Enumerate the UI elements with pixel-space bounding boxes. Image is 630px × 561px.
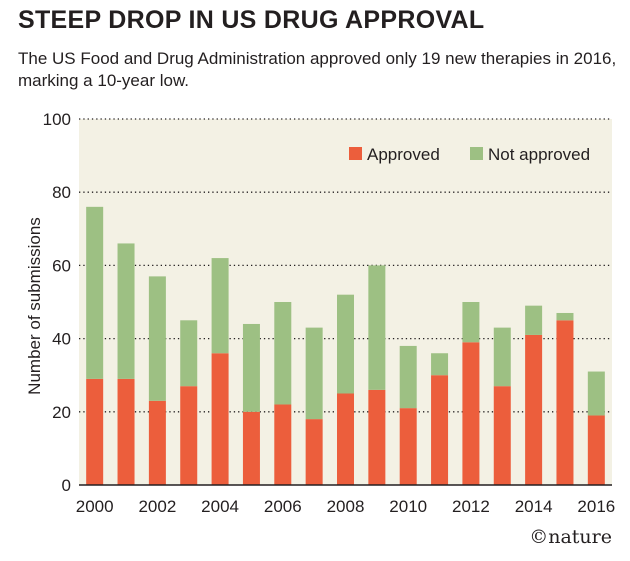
- nature-credit: ©nature: [529, 526, 612, 548]
- bar-approved: [462, 342, 480, 485]
- bar-not-approved: [274, 302, 292, 405]
- bar-approved: [399, 408, 417, 485]
- x-tick-label: 2010: [389, 497, 427, 516]
- x-tick-label: 2008: [327, 497, 365, 516]
- bar-not-approved: [556, 312, 574, 321]
- chart-subtitle: The US Food and Drug Administration appr…: [18, 49, 617, 90]
- x-tick-label: 2006: [264, 497, 302, 516]
- bar-approved: [242, 411, 260, 485]
- x-tick-label: 2016: [577, 497, 615, 516]
- y-tick-label: 80: [52, 183, 71, 202]
- x-tick-label: 2004: [201, 497, 239, 516]
- x-tick-label: 2002: [138, 497, 176, 516]
- bar-approved: [117, 378, 135, 485]
- bar-not-approved: [525, 305, 543, 335]
- y-axis-label: Number of submissions: [25, 217, 44, 395]
- y-tick-label: 0: [62, 476, 71, 495]
- bar-approved: [368, 389, 386, 485]
- x-tick-labels: 2000 2002 2004 2006 2008 2010 2012 2014 2016: [76, 497, 615, 516]
- bar-approved: [180, 386, 198, 485]
- legend: Approved Not approved: [349, 145, 590, 164]
- bar-not-approved: [305, 327, 323, 420]
- gridlines: [79, 118, 612, 413]
- bar-not-approved: [180, 320, 198, 387]
- bar-approved: [211, 353, 229, 485]
- bar-not-approved: [211, 258, 229, 354]
- y-tick-label: 20: [52, 403, 71, 422]
- bar-approved: [587, 415, 605, 485]
- bar-approved: [431, 375, 449, 485]
- chart-title: STEEP DROP IN US DRUG APPROVAL: [18, 6, 485, 34]
- bar-not-approved: [148, 276, 166, 401]
- x-tick-label: 2014: [515, 497, 553, 516]
- y-tick-label: 100: [43, 110, 71, 129]
- y-tick-label: 60: [52, 256, 71, 275]
- bar-not-approved: [86, 206, 104, 379]
- bar-not-approved: [431, 353, 449, 376]
- bar-not-approved: [399, 345, 417, 409]
- bar-not-approved: [242, 323, 260, 412]
- bar-not-approved: [462, 302, 480, 343]
- bar-not-approved: [368, 265, 386, 390]
- bar-approved: [148, 400, 166, 485]
- bar-approved: [274, 404, 292, 485]
- bar-approved: [337, 393, 354, 485]
- bar-approved: [556, 320, 574, 485]
- y-tick-label: 40: [52, 330, 71, 349]
- y-tick-labels: 0 20 40 60 80 100: [43, 110, 71, 495]
- legend-label: Approved: [367, 145, 440, 164]
- bar-not-approved: [587, 371, 605, 416]
- bar-not-approved: [337, 294, 354, 394]
- bar-approved: [86, 378, 104, 485]
- bar-approved: [493, 386, 511, 485]
- bars: [86, 206, 605, 485]
- legend-label: Not approved: [488, 145, 590, 164]
- x-tick-label: 2012: [452, 497, 490, 516]
- bar-not-approved: [117, 243, 135, 379]
- x-tick-label: 2000: [76, 497, 114, 516]
- legend-swatch: [349, 147, 362, 160]
- bar-approved: [525, 334, 543, 485]
- legend-swatch: [470, 147, 483, 160]
- bar-not-approved: [493, 327, 511, 387]
- bar-approved: [305, 419, 323, 485]
